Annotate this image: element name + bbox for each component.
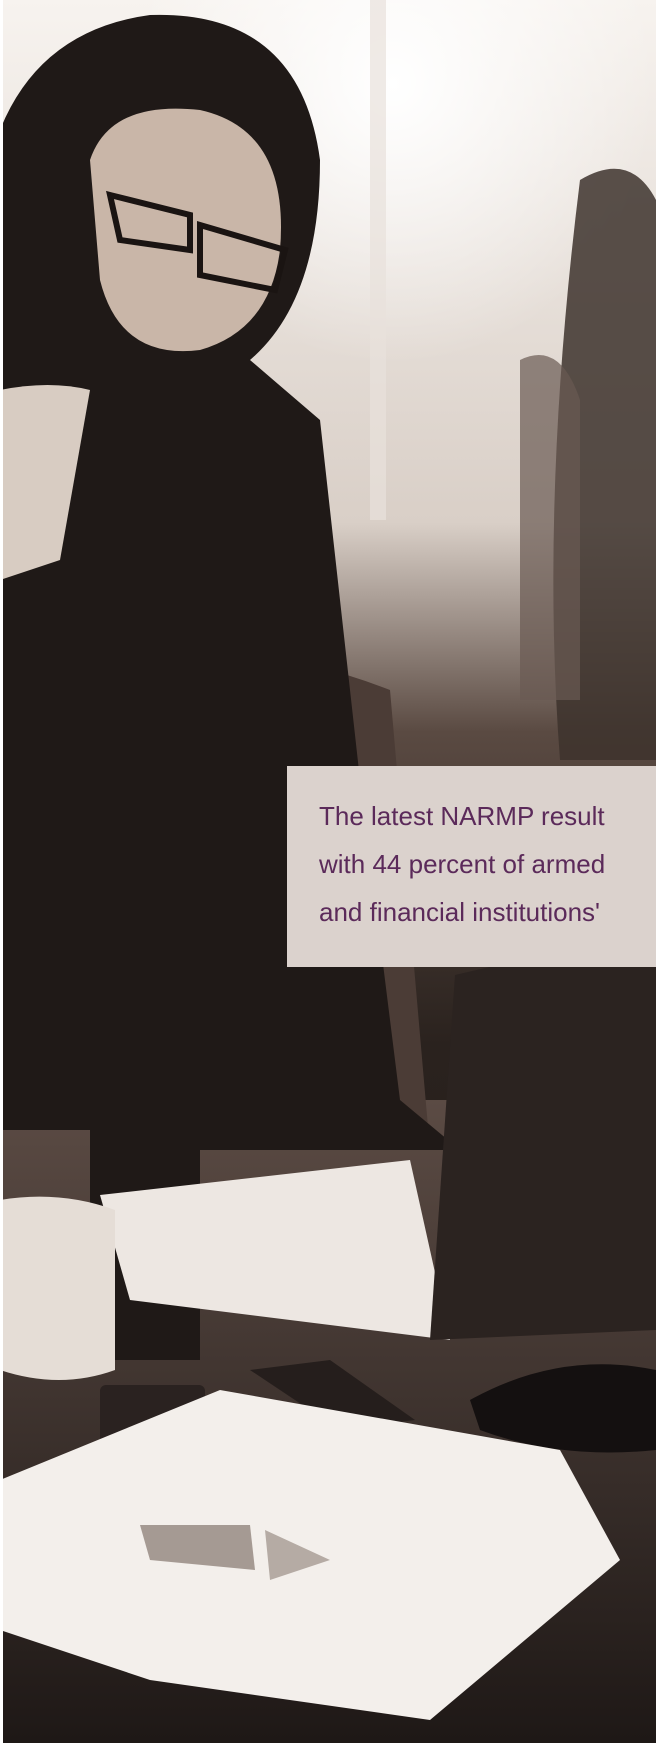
- callout-line: The latest NARMP result: [319, 792, 656, 840]
- callout-line: and financial institutions': [319, 888, 656, 936]
- callout-line: with 44 percent of armed: [319, 840, 656, 888]
- callout-box: The latest NARMP result with 44 percent …: [287, 766, 656, 967]
- page: The latest NARMP result with 44 percent …: [0, 0, 656, 1743]
